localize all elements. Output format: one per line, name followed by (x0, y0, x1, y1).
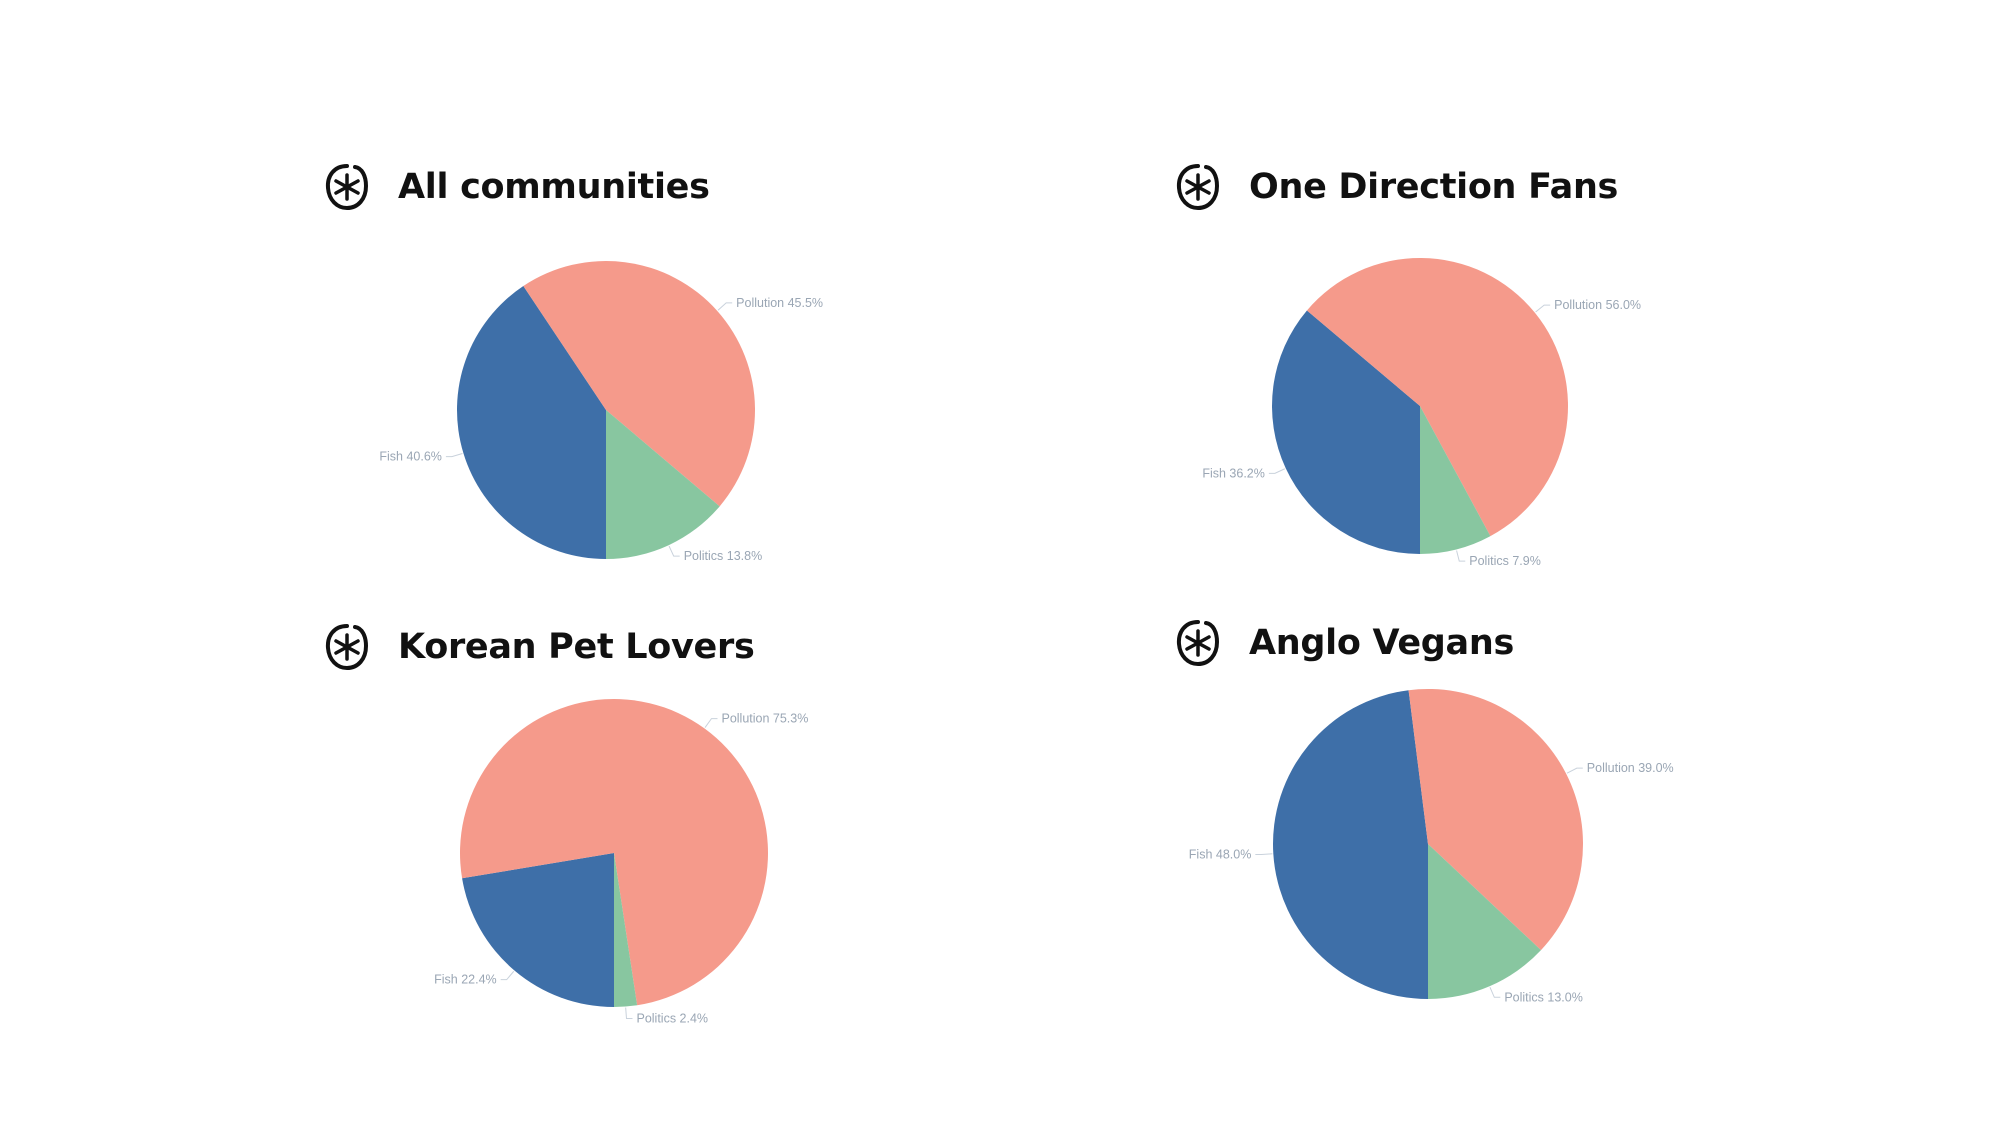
community-logo-icon (1176, 164, 1220, 211)
slice-label-fish: Fish 22.4% (434, 973, 497, 987)
pie-slice-pollution[interactable] (1408, 689, 1583, 951)
pie-slice-fish[interactable] (462, 853, 614, 1007)
pie-slice-politics[interactable] (1420, 406, 1491, 554)
label-leader-line (445, 452, 463, 458)
chart-title: All communities (398, 167, 710, 207)
slice-label-fish: Fish 48.0% (1189, 847, 1252, 861)
pie-chart-1: Fish 36.2% Pollution 56.0% Politics 7.9% (1202, 258, 1641, 568)
label-leader-line (1255, 853, 1273, 855)
chart-header: Korean Pet Lovers (322, 622, 755, 672)
community-logo-icon (1176, 620, 1220, 667)
pie-slice-fish[interactable] (1272, 310, 1420, 554)
slice-label-politics: Politics 13.0% (1504, 990, 1583, 1004)
pie-slice-politics[interactable] (1428, 844, 1541, 999)
label-leader-line (500, 970, 515, 981)
slice-label-pollution: Pollution 45.5% (736, 296, 823, 310)
label-leader-line (1566, 767, 1583, 774)
slice-label-politics: Politics 13.8% (684, 549, 763, 563)
slice-label-pollution: Pollution 56.0% (1554, 298, 1641, 312)
pie-slice-pollution[interactable] (1306, 258, 1568, 537)
chart-header: One Direction Fans (1173, 162, 1618, 212)
label-leader-line (1535, 304, 1551, 313)
pie-slice-politics[interactable] (606, 410, 720, 559)
slice-label-fish: Fish 36.2% (1202, 466, 1265, 480)
label-leader-line (1268, 468, 1286, 474)
slice-label-fish: Fish 40.6% (379, 450, 442, 464)
pie-slice-pollution[interactable] (460, 699, 768, 1006)
chart-header: Anglo Vegans (1173, 618, 1514, 668)
pie-slice-fish[interactable] (1273, 690, 1428, 999)
chart-title: Korean Pet Lovers (398, 627, 755, 667)
pie-slice-politics[interactable] (614, 853, 638, 1007)
slice-label-politics: Politics 7.9% (1469, 554, 1541, 568)
slice-label-pollution: Pollution 75.3% (721, 712, 808, 726)
label-leader-line (1456, 550, 1466, 562)
pie-chart-0: Fish 40.6% Pollution 45.5% Politics 13.8% (379, 260, 823, 563)
community-logo-icon (325, 624, 369, 671)
community-logo-icon (325, 164, 369, 211)
label-leader-line (704, 718, 718, 728)
label-leader-line (1489, 986, 1501, 998)
pie-chart-3: Fish 48.0% Pollution 39.0% Politics 13.0% (1189, 689, 1674, 1004)
chart-header: All communities (322, 162, 710, 212)
slice-label-politics: Politics 2.4% (636, 1012, 708, 1026)
chart-title: One Direction Fans (1249, 167, 1619, 207)
pie-slice-pollution[interactable] (523, 260, 756, 507)
slice-label-pollution: Pollution 39.0% (1587, 761, 1674, 775)
pie-chart-2: Fish 22.4% Pollution 75.3% Politics 2.4% (434, 699, 808, 1026)
pie-slice-fish[interactable] (456, 286, 606, 559)
label-leader-line (625, 1007, 633, 1020)
chart-title: Anglo Vegans (1249, 623, 1515, 663)
label-leader-line (717, 302, 733, 311)
label-leader-line (668, 545, 680, 557)
